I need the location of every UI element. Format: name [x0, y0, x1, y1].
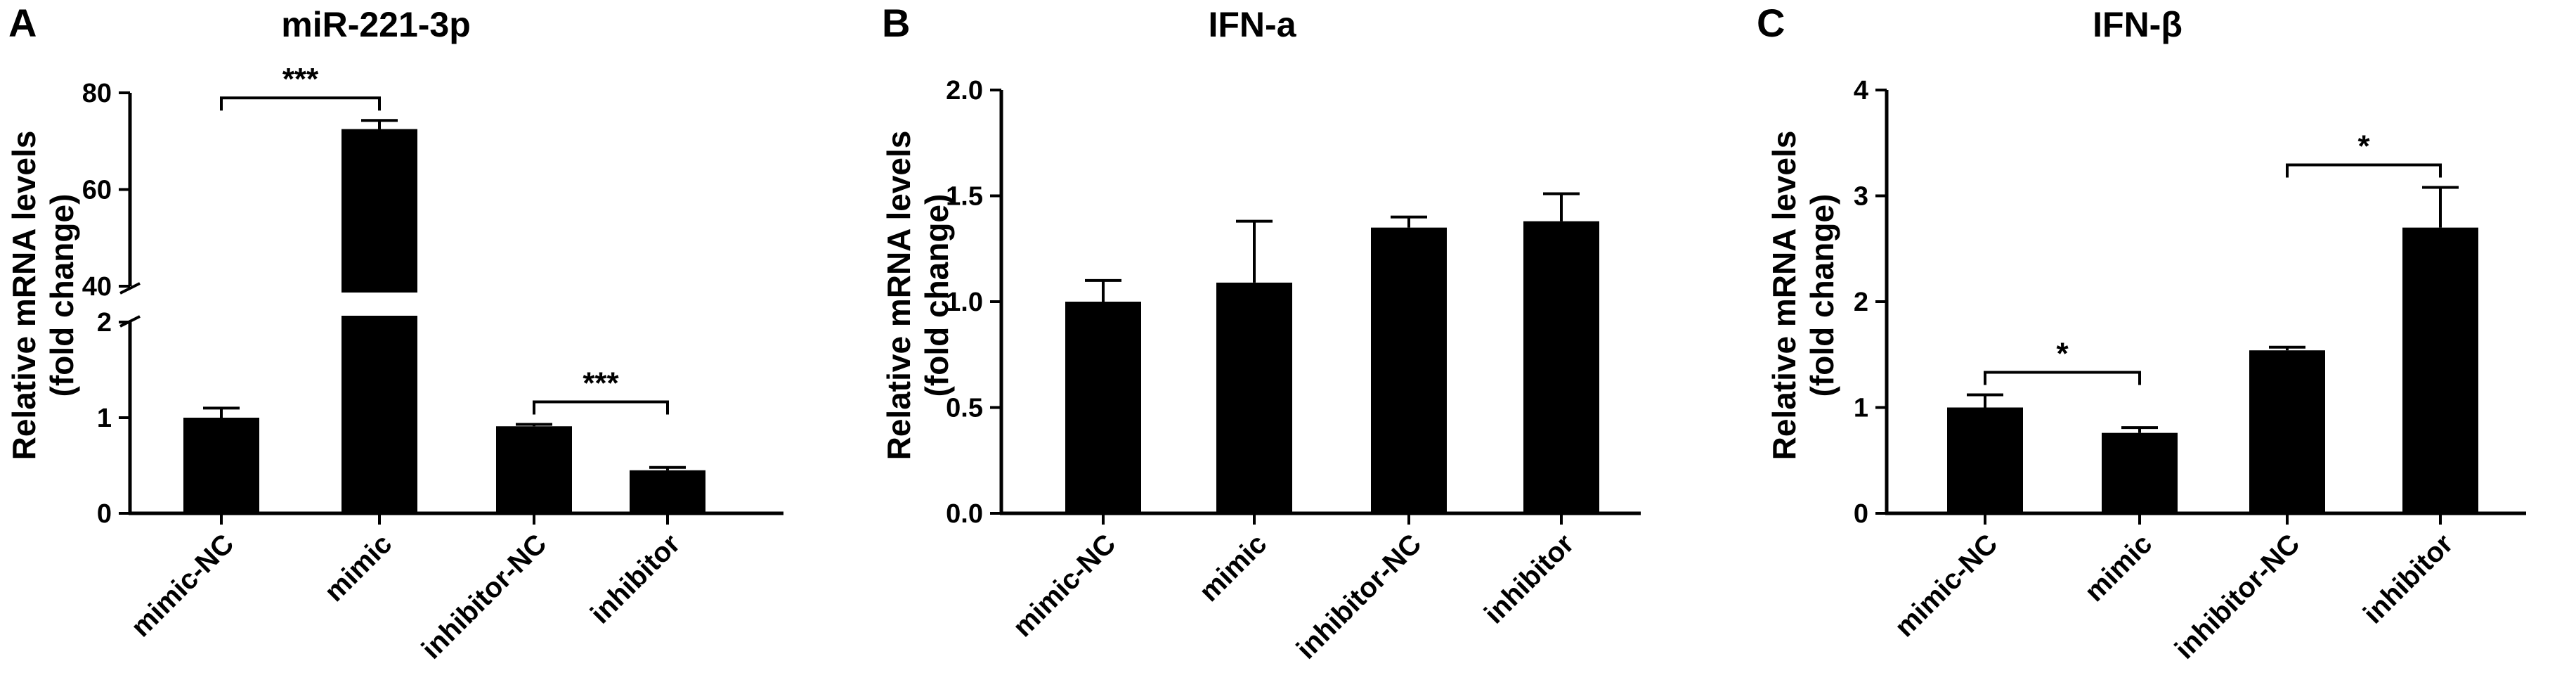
panel-c-bar [2249, 350, 2325, 513]
panel-a-y-tick-label: 80 [82, 79, 112, 108]
panel-c-bar [1947, 407, 2023, 513]
panel-a-bar [630, 470, 705, 513]
panel-a-bar [341, 129, 417, 513]
panel-c-significance-bracket [2286, 163, 2442, 178]
plot-area-b: 0.0 0.5 1.0 1.5 2.0 Relative mRNA levels (fold… [880, 76, 1641, 665]
panel-title-b: IFN-a [1209, 5, 1297, 44]
panel-title-a: miR-221-3p [281, 5, 471, 44]
panel-b-y-tick-label: 2.0 [946, 76, 983, 105]
panel-c-category-label: mimic-NC [1889, 528, 2003, 643]
plot-area-a: 0 1 2 40 60 80 Relative mRNA levels (fold chang… [6, 62, 783, 665]
panel-c-y-tick-label: 1 [1854, 394, 1868, 423]
panel-a-y-tick-label: 40 [82, 272, 112, 302]
plot-area-c: 0 1 2 3 4 Relative mRNA levels (fold change) mi… [1766, 76, 2526, 665]
panel-a-y-tick-label: 2 [97, 308, 112, 338]
panel-a-y-tick-label: 60 [82, 176, 112, 205]
panel-a-significance-bracket [533, 400, 669, 415]
panel-c-y-tick-label: 0 [1854, 499, 1868, 529]
panel-a-y-axis-label: (fold change) [44, 194, 80, 397]
panel-b-category-label: inhibitor [1478, 528, 1580, 629]
panel-a-bar [496, 426, 572, 513]
panel-c-y-tick-label: 4 [1854, 76, 1868, 105]
panel-a-axis-break-mark [119, 282, 141, 295]
panel-c-significance-label: * [2357, 129, 2370, 163]
panel-c-category-label: inhibitor [2357, 528, 2459, 629]
panel-a-y-axis-label: Relative mRNA levels [6, 131, 42, 461]
panel-c-bar [2402, 227, 2478, 513]
panel-a-y-tick-label: 1 [97, 404, 112, 433]
panel-b-y-axis-label: Relative mRNA levels [880, 131, 917, 461]
panel-a-significance-label: *** [583, 366, 619, 401]
panel-a-category-label: mimic-NC [125, 528, 240, 643]
panel-a-bar-break-gap [340, 293, 419, 316]
panel-a-bar [183, 418, 259, 513]
panel-c-bar [2102, 432, 2178, 513]
panel-b-y-axis-label: (fold change) [918, 194, 955, 397]
panel-a-category-label: inhibitor-NC [416, 528, 552, 664]
panel-a: A miR-221-3p 0 1 2 40 60 80 Relative mRNA leve… [6, 1, 783, 665]
panel-b: B IFN-a 0.0 0.5 1.0 1.5 2.0 Relative mRNA lev… [880, 1, 1641, 665]
panel-c-y-axis-label: Relative mRNA levels [1766, 131, 1802, 461]
panel-b-y-tick-label: 1.0 [946, 288, 983, 317]
panel-b-bar [1216, 282, 1292, 513]
panel-b-y-tick-label: 1.5 [946, 182, 983, 212]
panel-b-category-label: mimic [1194, 528, 1273, 608]
panel-b-y-tick-label: 0.5 [946, 394, 983, 423]
panel-a-category-label: mimic [319, 528, 398, 608]
panel-b-category-label: mimic-NC [1007, 528, 1121, 643]
panel-a-significance-bracket [220, 96, 381, 111]
panel-c-y-tick-label: 2 [1854, 288, 1868, 317]
panel-b-y-tick-label: 0.0 [946, 499, 983, 529]
panel-c-significance-bracket [1984, 371, 2141, 385]
panel-b-bar [1523, 221, 1599, 513]
panel-c-y-axis-label: (fold change) [1804, 194, 1840, 397]
panel-a-category-label: inhibitor [585, 528, 686, 629]
panel-title-c: IFN-β [2093, 5, 2183, 44]
panel-b-bar [1065, 302, 1141, 513]
panel-c-significance-label: * [2056, 336, 2069, 371]
panel-c-category-label: inhibitor-NC [2169, 528, 2305, 664]
panel-a-significance-label: *** [282, 62, 319, 96]
panel-letter-a: A [8, 1, 37, 45]
panel-b-bar [1371, 227, 1447, 513]
panel-c-y-tick-label: 3 [1854, 182, 1868, 212]
panel-c-category-label: mimic [2079, 528, 2159, 608]
panel-letter-b: B [882, 1, 910, 45]
panel-b-category-label: inhibitor-NC [1291, 528, 1427, 664]
panel-c: C IFN-β 0 1 2 3 4 Relative mRNA levels (fold c… [1757, 1, 2526, 665]
panel-letter-c: C [1757, 1, 1785, 45]
panel-a-y-tick-label: 0 [97, 499, 112, 529]
